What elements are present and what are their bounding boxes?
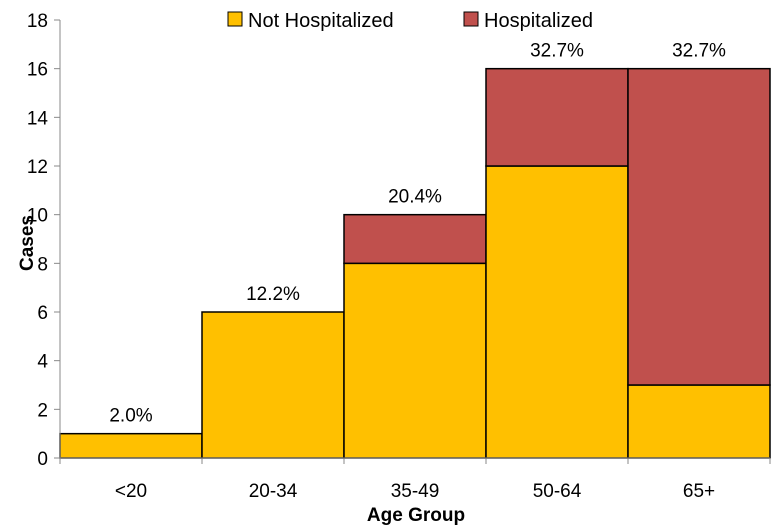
legend-swatch bbox=[463, 11, 479, 27]
bars-group bbox=[59, 67, 771, 459]
x-axis: <20 20-34 35-49 50-64 65+ bbox=[59, 457, 771, 502]
y-tick-label: 4 bbox=[37, 352, 48, 373]
y-tick-label: 8 bbox=[37, 254, 48, 275]
data-label-2: 20.4% bbox=[388, 187, 442, 208]
y-tick-label: 0 bbox=[37, 449, 48, 470]
x-tick-label: <20 bbox=[115, 481, 147, 502]
bar-hospitalized-4 bbox=[627, 67, 771, 386]
y-tick-label: 6 bbox=[37, 303, 48, 324]
y-tick-label: 16 bbox=[27, 60, 48, 81]
legend-swatch bbox=[227, 11, 243, 27]
bar-hospitalized-3 bbox=[485, 67, 629, 167]
data-labels-group: 2.0% 12.2% 20.4% 32.7% 32.7% bbox=[109, 41, 726, 427]
x-axis-title: Age Group bbox=[367, 505, 465, 525]
legend: Not Hospitalized Hospitalized bbox=[227, 10, 593, 32]
legend-label: Not Hospitalized bbox=[248, 10, 394, 32]
x-tick-label: 65+ bbox=[683, 481, 715, 502]
y-tick-label: 18 bbox=[27, 11, 48, 32]
x-tick-label: 20-34 bbox=[249, 481, 298, 502]
bar-not-hospitalized-3 bbox=[485, 165, 629, 459]
y-tick-label: 2 bbox=[37, 400, 48, 421]
y-tick-label: 12 bbox=[27, 157, 48, 178]
legend-item-hospitalized: Hospitalized bbox=[463, 10, 593, 32]
bar-not-hospitalized-1 bbox=[201, 311, 345, 459]
x-tick-label: 50-64 bbox=[533, 481, 582, 502]
bar-hospitalized-2 bbox=[343, 213, 487, 265]
y-tick-label: 10 bbox=[27, 206, 48, 227]
bar-not-hospitalized-2 bbox=[343, 262, 487, 459]
data-label-1: 12.2% bbox=[246, 284, 300, 305]
bar-not-hospitalized-4 bbox=[627, 384, 771, 459]
y-tick-label: 14 bbox=[27, 108, 49, 129]
data-label-3: 32.7% bbox=[530, 41, 584, 62]
bar-not-hospitalized-0 bbox=[59, 432, 203, 459]
legend-item-not-hospitalized: Not Hospitalized bbox=[227, 10, 394, 32]
data-label-4: 32.7% bbox=[672, 41, 726, 62]
data-label-0: 2.0% bbox=[109, 406, 152, 427]
legend-label: Hospitalized bbox=[484, 10, 593, 32]
x-tick-label: 35-49 bbox=[391, 481, 440, 502]
y-axis-title: Cases bbox=[17, 215, 38, 271]
y-axis: 0 2 4 6 8 10 12 14 16 18 bbox=[27, 11, 61, 470]
